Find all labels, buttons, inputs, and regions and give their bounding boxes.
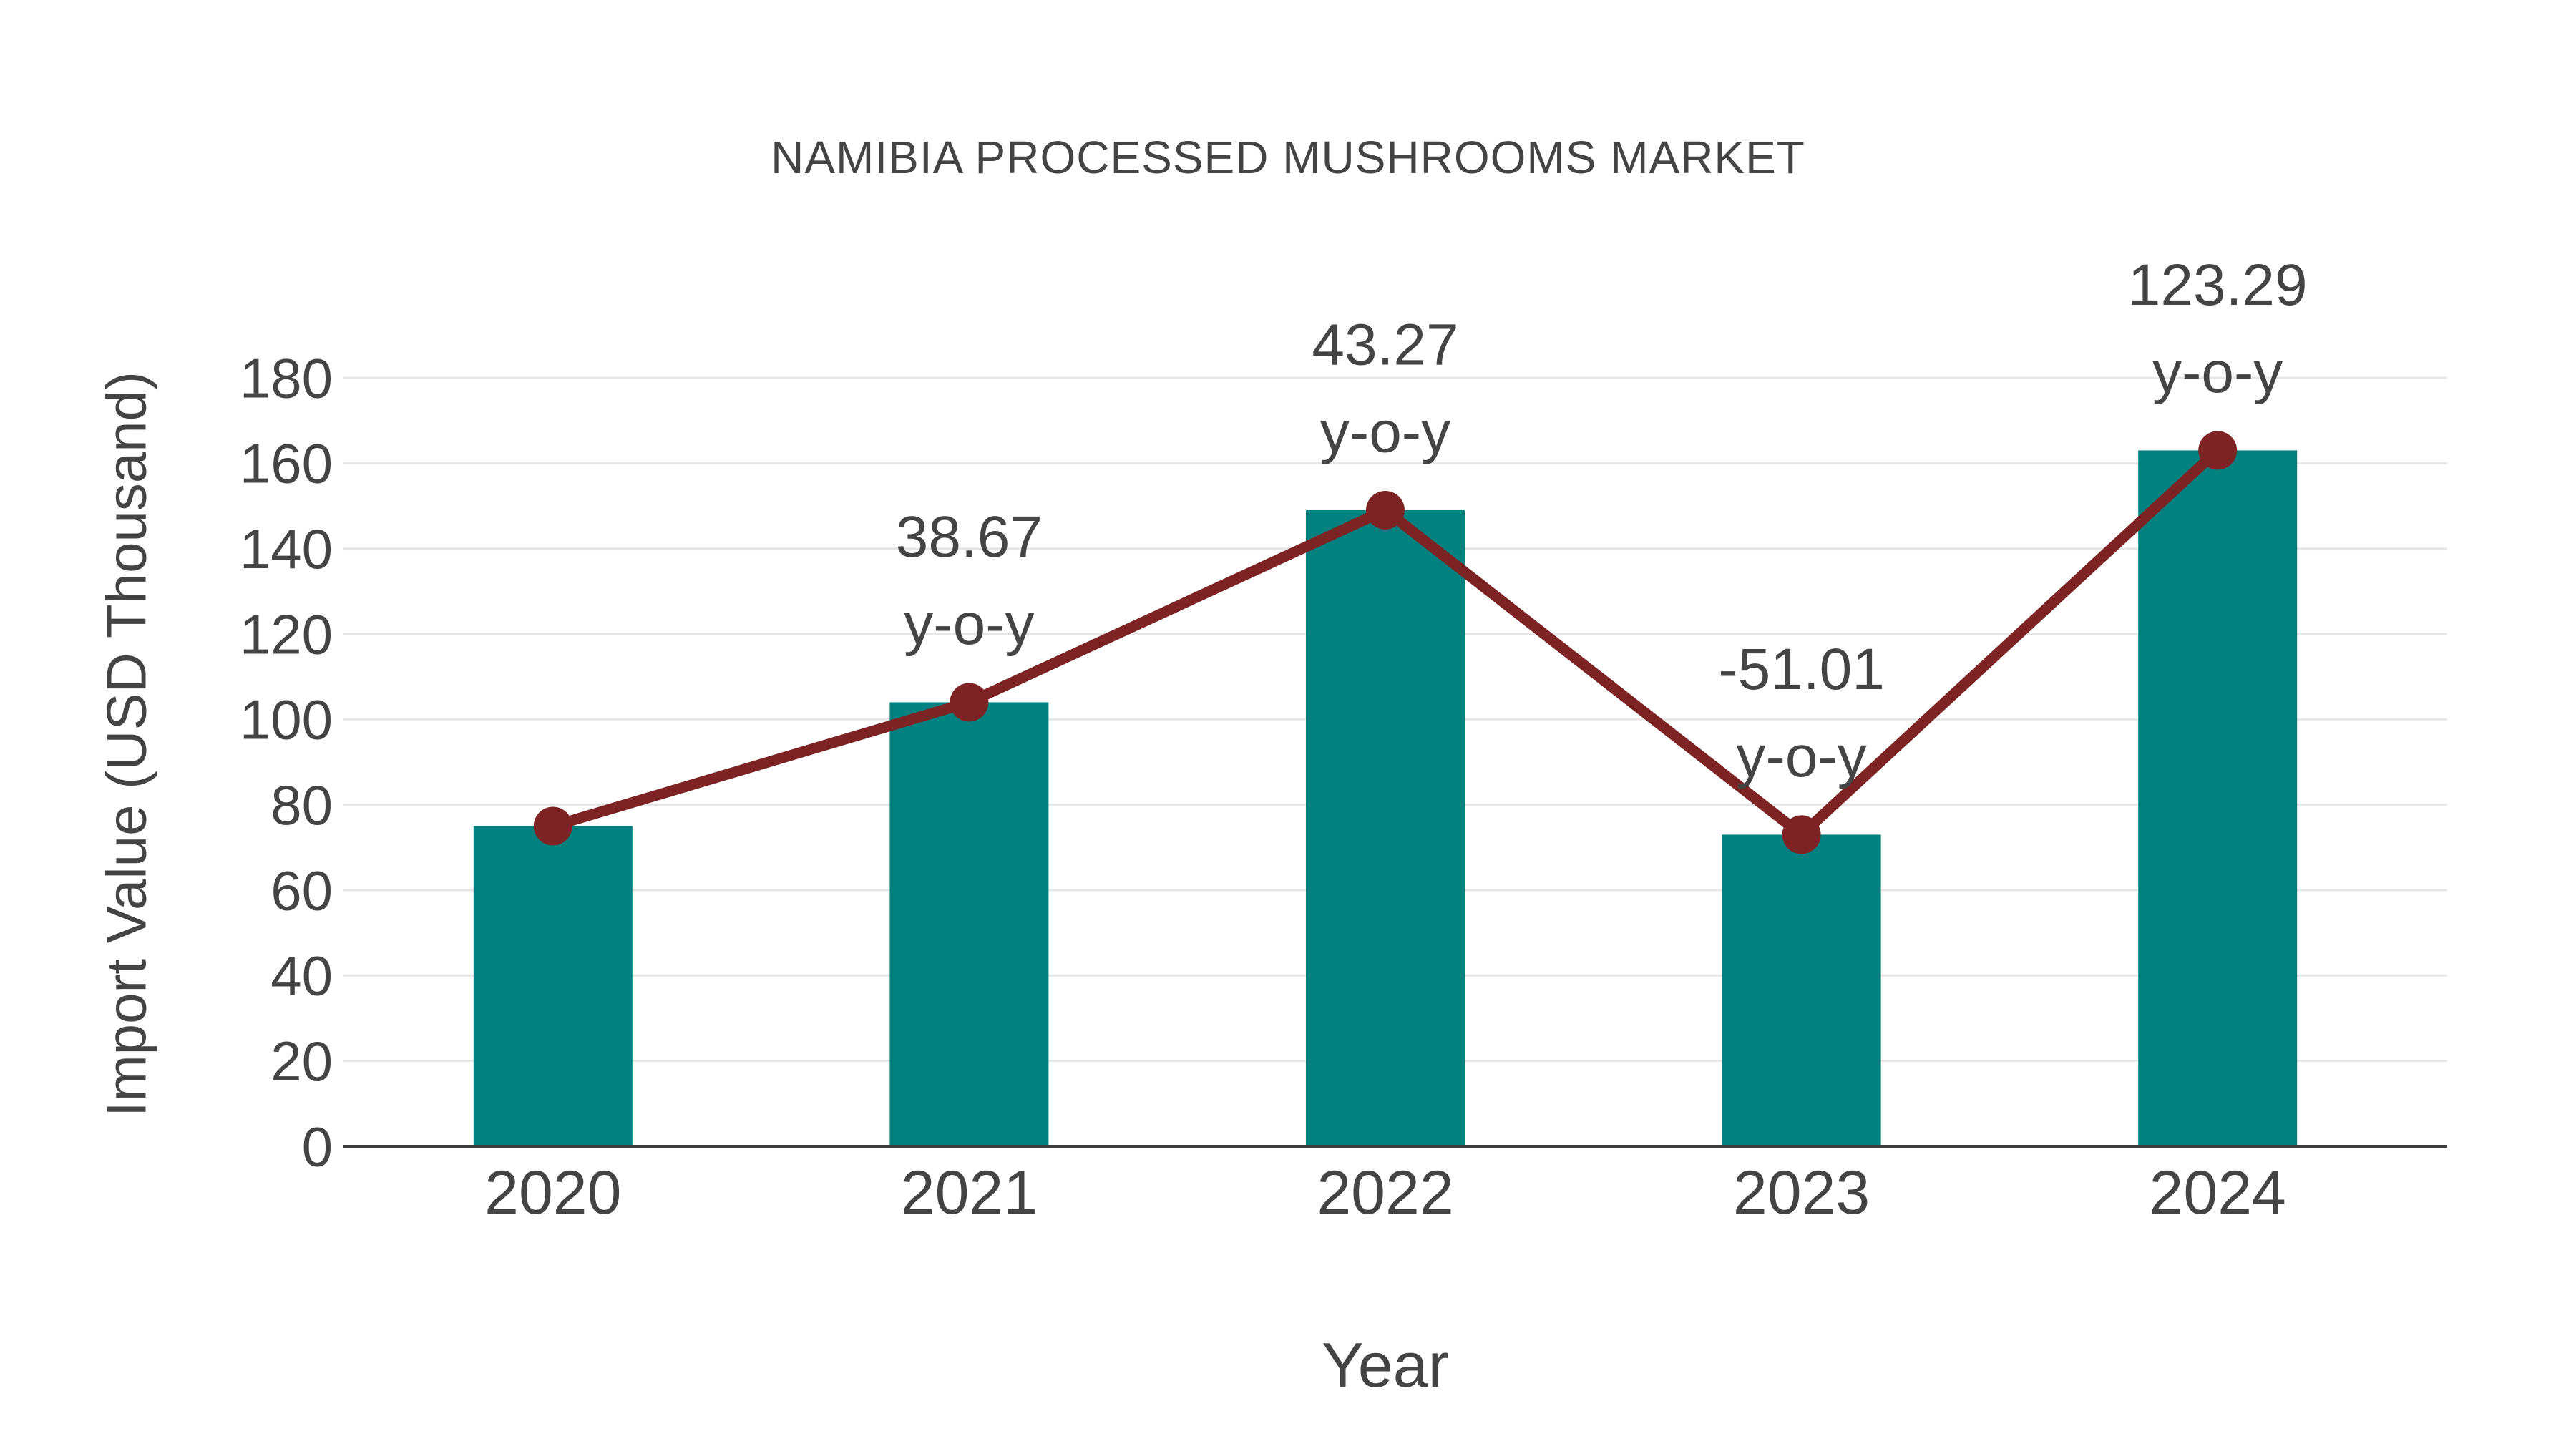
yoy-value-label-2022: 43.27 [1312,313,1458,378]
yoy-value-label-2021: 38.67 [896,504,1043,570]
marker-2021 [950,683,989,722]
bar-2021 [889,702,1049,1146]
y-tick-label-0: 0 [302,1115,333,1178]
y-tick-label-60: 60 [270,859,333,922]
bar-2023 [1722,834,1881,1146]
yoy-value-label-2023: -51.01 [1718,637,1885,702]
yoy-suffix-label-2022: y-o-y [1320,400,1450,465]
marker-2023 [1782,815,1821,854]
x-tick-label-2020: 2020 [484,1158,621,1227]
yoy-suffix-label-2023: y-o-y [1736,724,1866,789]
bar-2020 [473,826,633,1146]
y-tick-label-120: 120 [240,602,333,665]
bar-2024 [2138,450,2298,1146]
x-tick-label-2021: 2021 [901,1158,1038,1227]
y-tick-label-140: 140 [240,517,333,580]
yoy-value-label-2024: 123.29 [2128,253,2308,318]
y-tick-label-80: 80 [270,774,333,836]
yoy-suffix-label-2024: y-o-y [2152,340,2283,405]
y-tick-label-40: 40 [270,945,333,1008]
chart-title: NAMIBIA PROCESSED MUSHROOMS MARKET [771,132,1805,183]
marker-2020 [533,806,572,846]
y-tick-label-100: 100 [240,688,333,751]
yoy-suffix-label-2021: y-o-y [904,592,1034,657]
x-tick-label-2024: 2024 [2150,1158,2286,1227]
x-tick-label-2022: 2022 [1317,1158,1453,1227]
marker-2022 [1366,490,1405,530]
y-tick-label-180: 180 [240,346,333,409]
y-tick-label-160: 160 [240,432,333,495]
marker-2024 [2198,431,2238,470]
x-axis-title: Year [1322,1330,1449,1400]
y-tick-label-20: 20 [270,1030,333,1093]
bar-2022 [1306,509,1465,1146]
x-tick-label-2023: 2023 [1733,1158,1870,1227]
